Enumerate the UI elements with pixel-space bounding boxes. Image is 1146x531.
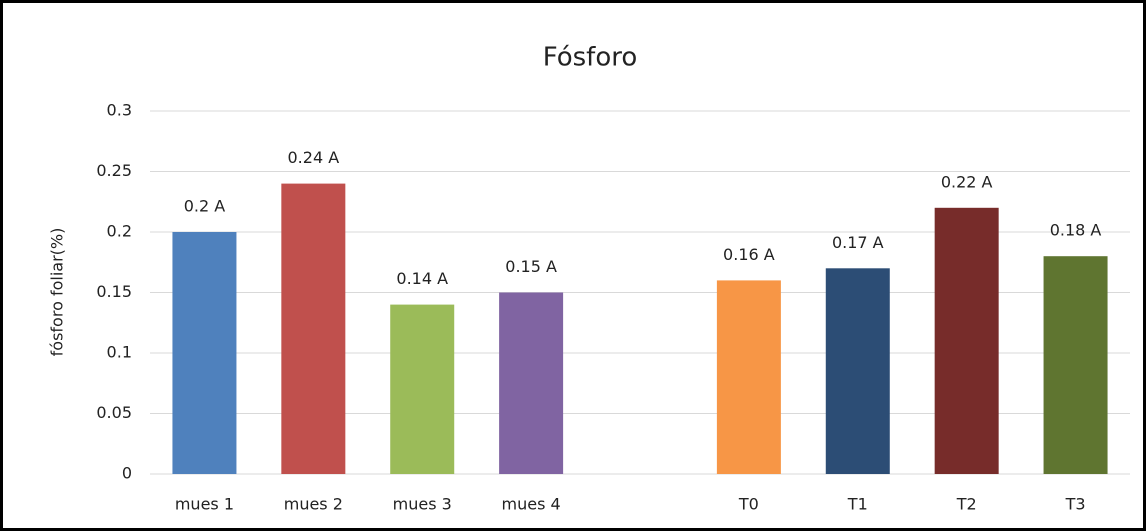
bar <box>172 232 237 474</box>
data-label: 0.16 A <box>723 245 775 264</box>
bar <box>281 183 346 474</box>
bar <box>390 304 455 474</box>
data-label: 0.15 A <box>505 257 557 276</box>
x-tick-label: mues 3 <box>393 495 452 514</box>
data-label: 0.24 A <box>288 148 340 167</box>
y-tick-label: 0.25 <box>96 161 132 180</box>
chart-title: Fósforo <box>543 43 638 73</box>
bar <box>825 268 890 474</box>
data-label: 0.22 A <box>941 172 993 191</box>
x-tick-label: T0 <box>738 495 759 514</box>
data-label: 0.18 A <box>1050 221 1102 240</box>
y-axis-label: fósforo foliar(%) <box>48 228 67 357</box>
bar <box>499 292 564 474</box>
y-tick-label: 0 <box>122 464 132 483</box>
y-tick-label: 0.2 <box>107 222 132 241</box>
y-tick-label: 0.1 <box>107 343 132 362</box>
bar <box>934 207 999 475</box>
x-tick-label: mues 4 <box>502 495 561 514</box>
bar <box>1043 256 1108 474</box>
bar <box>716 280 781 474</box>
x-tick-label: mues 1 <box>175 495 234 514</box>
y-tick-label: 0.15 <box>96 282 132 301</box>
y-tick-label: 0.3 <box>107 101 132 120</box>
data-label: 0.17 A <box>832 233 884 252</box>
x-tick-label: T3 <box>1065 495 1086 514</box>
data-label: 0.2 A <box>184 197 226 216</box>
data-label: 0.14 A <box>396 269 448 288</box>
x-tick-label: T1 <box>847 495 868 514</box>
x-tick-label: mues 2 <box>284 495 343 514</box>
x-tick-label: T2 <box>956 495 977 514</box>
y-tick-label: 0.05 <box>96 403 132 422</box>
